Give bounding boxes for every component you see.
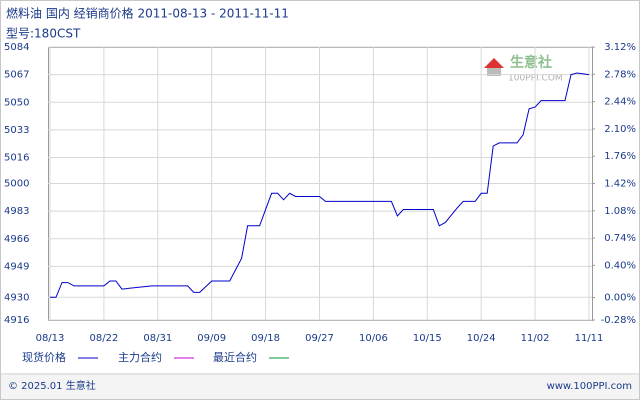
chart-title: 燃料油 国内 经销商价格 2011-08-13 - 2011-11-11 (6, 6, 289, 21)
y-tick-label: 4930 (4, 292, 29, 303)
x-tick-label: 08/31 (143, 333, 172, 344)
x-tick-label: 10/15 (413, 333, 442, 344)
logo-roof (484, 58, 504, 68)
y-tick-label: 4949 (4, 261, 29, 272)
y2-tick-label: 3.12% (604, 42, 636, 53)
y2-tick-label: 0.00% (604, 293, 636, 304)
y-tick-label: 5016 (4, 153, 29, 164)
y2-tick-label: 1.08% (604, 206, 636, 217)
x-tick-label: 09/09 (197, 333, 226, 344)
footer-band (1, 375, 639, 399)
x-tick-label: 11/02 (521, 333, 550, 344)
y2-tick-label: -0.28% (601, 315, 636, 326)
x-tick-label: 10/24 (467, 333, 496, 344)
watermark-logo (484, 58, 504, 76)
y2-tick-label: 1.76% (604, 151, 636, 162)
x-tick-label: 09/18 (251, 333, 280, 344)
y-tick-label: 4983 (4, 206, 29, 217)
x-tick-label: 08/22 (89, 333, 118, 344)
x-tick-label: 10/06 (359, 333, 388, 344)
legend-label: 现货价格 (22, 350, 66, 364)
logo-house (487, 68, 501, 76)
y-tick-label: 5067 (4, 70, 29, 81)
y2-tick-label: 2.44% (604, 97, 636, 108)
y2-tick-label: 1.42% (604, 179, 636, 190)
x-tick-label: 11/11 (575, 333, 604, 344)
y2-tick-label: 2.78% (604, 69, 636, 80)
y-tick-label: 4966 (4, 234, 29, 245)
series-line (50, 72, 590, 298)
chart-subtitle: 型号:180CST (6, 27, 81, 41)
y-tick-label: 5033 (4, 125, 29, 136)
legend-label: 主力合约 (118, 350, 162, 364)
y2-tick-label: 0.74% (604, 233, 636, 244)
y-tick-label: 5084 (4, 42, 29, 53)
x-tick-label: 09/27 (305, 333, 334, 344)
footer-left: © 2025.01 生意社 (8, 379, 96, 392)
y-tick-label: 5050 (4, 97, 29, 108)
legend-label: 最近合约 (213, 350, 257, 364)
footer-right: www.100PPI.com (547, 381, 632, 392)
watermark-name: 生意社 (510, 54, 552, 71)
x-tick-label: 08/13 (36, 333, 65, 344)
y2-tick-label: 2.10% (604, 124, 636, 135)
y2-tick-label: 0.40% (604, 260, 636, 271)
y-tick-label: 5000 (4, 179, 29, 190)
y-tick-label: 4916 (4, 315, 29, 326)
